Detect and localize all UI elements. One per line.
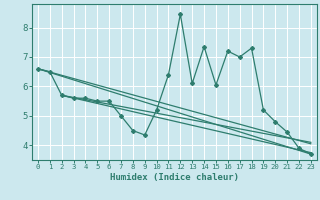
X-axis label: Humidex (Indice chaleur): Humidex (Indice chaleur) [110, 173, 239, 182]
